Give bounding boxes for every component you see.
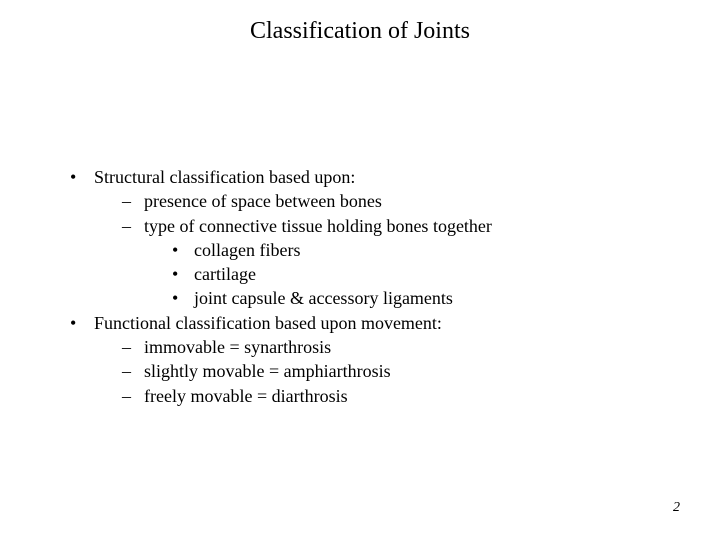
list-item: collagen fibers xyxy=(172,238,680,262)
list-item: type of connective tissue holding bones … xyxy=(122,214,680,311)
list-item: Structural classification based upon: pr… xyxy=(70,165,680,311)
list-item: Functional classification based upon mov… xyxy=(70,311,680,408)
list-item: immovable = synarthrosis xyxy=(122,335,680,359)
bullet-text: slightly movable = amphiarthrosis xyxy=(144,361,391,381)
slide-container: Classification of Joints Structural clas… xyxy=(0,0,720,540)
bullet-text: cartilage xyxy=(194,264,256,284)
bullet-text: immovable = synarthrosis xyxy=(144,337,331,357)
list-item: cartilage xyxy=(172,262,680,286)
bullet-text: type of connective tissue holding bones … xyxy=(144,216,492,236)
bullet-text: presence of space between bones xyxy=(144,191,382,211)
bullet-list-level1: Structural classification based upon: pr… xyxy=(40,165,680,408)
bullet-text: Structural classification based upon: xyxy=(94,167,355,187)
list-item: freely movable = diarthrosis xyxy=(122,384,680,408)
bullet-text: joint capsule & accessory ligaments xyxy=(194,288,453,308)
slide-content: Structural classification based upon: pr… xyxy=(40,165,680,408)
slide-title: Classification of Joints xyxy=(40,18,680,45)
bullet-list-level2: immovable = synarthrosis slightly movabl… xyxy=(94,335,680,408)
list-item: presence of space between bones xyxy=(122,189,680,213)
list-item: joint capsule & accessory ligaments xyxy=(172,286,680,310)
page-number: 2 xyxy=(673,500,680,516)
bullet-text: freely movable = diarthrosis xyxy=(144,386,348,406)
bullet-list-level2: presence of space between bones type of … xyxy=(94,189,680,310)
list-item: slightly movable = amphiarthrosis xyxy=(122,359,680,383)
bullet-text: Functional classification based upon mov… xyxy=(94,313,442,333)
bullet-text: collagen fibers xyxy=(194,240,300,260)
bullet-list-level3: collagen fibers cartilage joint capsule … xyxy=(144,238,680,311)
